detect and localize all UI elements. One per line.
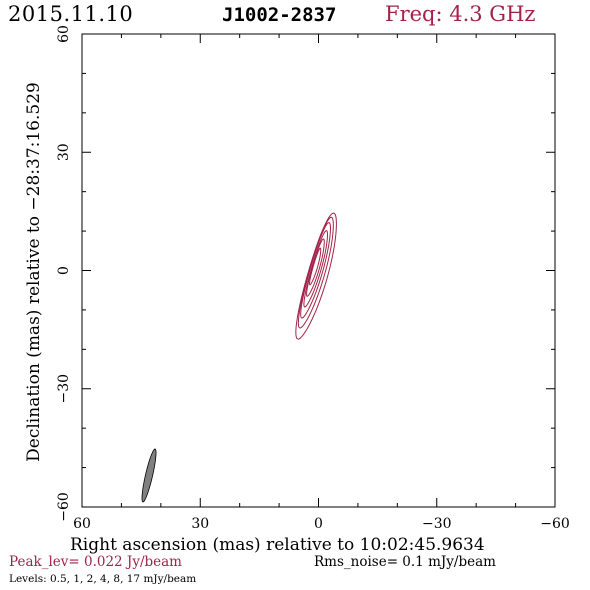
x-tick-label: 60: [73, 516, 91, 532]
y-axis-label: Declination (mas) relative to −28:37:16.…: [24, 82, 44, 462]
source-name: J1002-2837: [222, 4, 337, 26]
contour-level-2: [300, 222, 331, 319]
x-axis-label: Right ascension (mas) relative to 10:02:…: [70, 535, 485, 555]
y-tick-label: 30: [56, 143, 72, 161]
rms-noise: Rms_noise= 0.1 mJy/beam: [314, 554, 496, 570]
contour-level-17: [309, 247, 322, 286]
peak-level: Peak_lev= 0.022 Jy/beam: [9, 554, 182, 570]
y-tick-label: 0: [56, 266, 72, 275]
x-tick-label: 30: [191, 516, 209, 532]
x-tick-label: −30: [422, 516, 452, 532]
contour-level-4: [303, 230, 328, 308]
x-tick-label: 0: [314, 516, 323, 532]
x-tick-label: −60: [540, 516, 570, 532]
contour-level-8: [306, 238, 325, 297]
y-tick-label: −30: [56, 374, 72, 404]
observation-date: 2015.11.10: [8, 2, 134, 26]
y-tick-label: −60: [56, 492, 72, 522]
beam-ellipse: [141, 448, 157, 503]
contour-levels: Levels: 0.5, 1, 2, 4, 8, 17 mJy/beam: [9, 573, 197, 585]
y-tick-label: 60: [56, 25, 72, 43]
frequency-label: Freq: 4.3 GHz: [385, 2, 536, 26]
